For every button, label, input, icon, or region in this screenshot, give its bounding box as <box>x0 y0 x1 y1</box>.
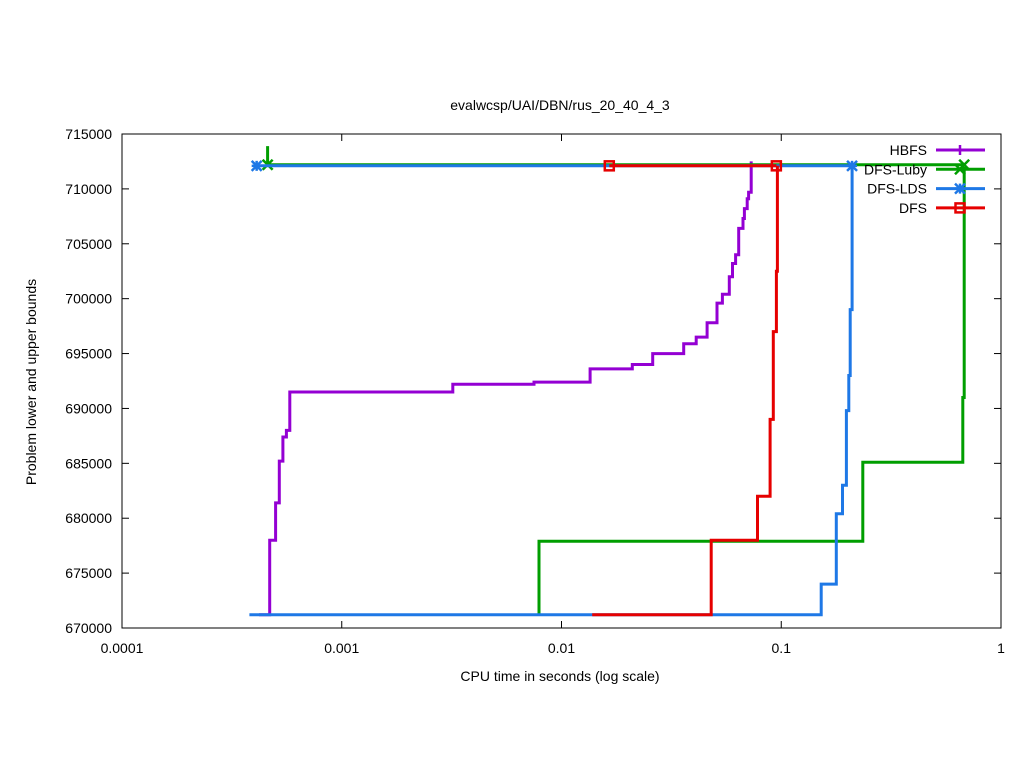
dfs-luby-upper-bound-line <box>266 146 965 167</box>
y-tick-label: 690000 <box>65 400 112 416</box>
legend-label-dfs-lds: DFS-LDS <box>867 181 927 197</box>
y-tick-label: 710000 <box>65 181 112 197</box>
dfs-marker <box>770 160 783 172</box>
y-tick-label: 670000 <box>65 620 112 636</box>
x-axis-label: CPU time in seconds (log scale) <box>460 668 659 684</box>
legend-marker-hbfs <box>955 145 965 155</box>
y-tick-label: 675000 <box>65 565 112 581</box>
plot-frame <box>121 133 1002 629</box>
plot-series <box>249 146 971 617</box>
legend-marker-dfs <box>954 202 966 214</box>
x-tick-label: 0.1 <box>772 640 792 656</box>
y-tick-label: 695000 <box>65 346 112 362</box>
legend-label-hbfs: HBFS <box>890 142 927 158</box>
legend: HBFS DFS-Luby DFS-LDS DFS <box>864 142 985 216</box>
dfs-luby-lower-bound-line <box>537 166 966 615</box>
dfs-lower-bound-line <box>592 165 779 617</box>
legend-label-dfs: DFS <box>899 200 927 216</box>
legend-marker-dfs-lds <box>954 182 966 195</box>
hbfs-lower-bound-line <box>259 161 753 617</box>
dfs-lds-marker <box>846 159 858 172</box>
x-tick-label: 0.001 <box>324 640 359 656</box>
y-tick-label: 685000 <box>65 455 112 471</box>
dfs-marker <box>603 160 616 172</box>
y-axis-label: Problem lower and upper bounds <box>23 279 39 485</box>
legend-label-dfs-luby: DFS-Luby <box>864 161 927 177</box>
x-tick-label: 0.01 <box>548 640 575 656</box>
y-tick-label: 705000 <box>65 236 112 252</box>
axis-ticks: 670000 675000 680000 685000 690000 695000 7000… <box>65 126 1005 656</box>
y-tick-label: 680000 <box>65 510 112 526</box>
y-tick-label: 700000 <box>65 291 112 307</box>
dfs-lds-lower-bound-line <box>249 166 854 617</box>
y-tick-label: 715000 <box>65 126 112 142</box>
x-tick-label: 0.0001 <box>101 640 144 656</box>
x-tick-label: 1 <box>997 640 1005 656</box>
dfs-lds-marker <box>250 159 263 172</box>
chart-title: evalwcsp/UAI/DBN/rus_20_40_4_3 <box>450 97 670 113</box>
legend-marker-dfs-luby <box>954 163 966 176</box>
